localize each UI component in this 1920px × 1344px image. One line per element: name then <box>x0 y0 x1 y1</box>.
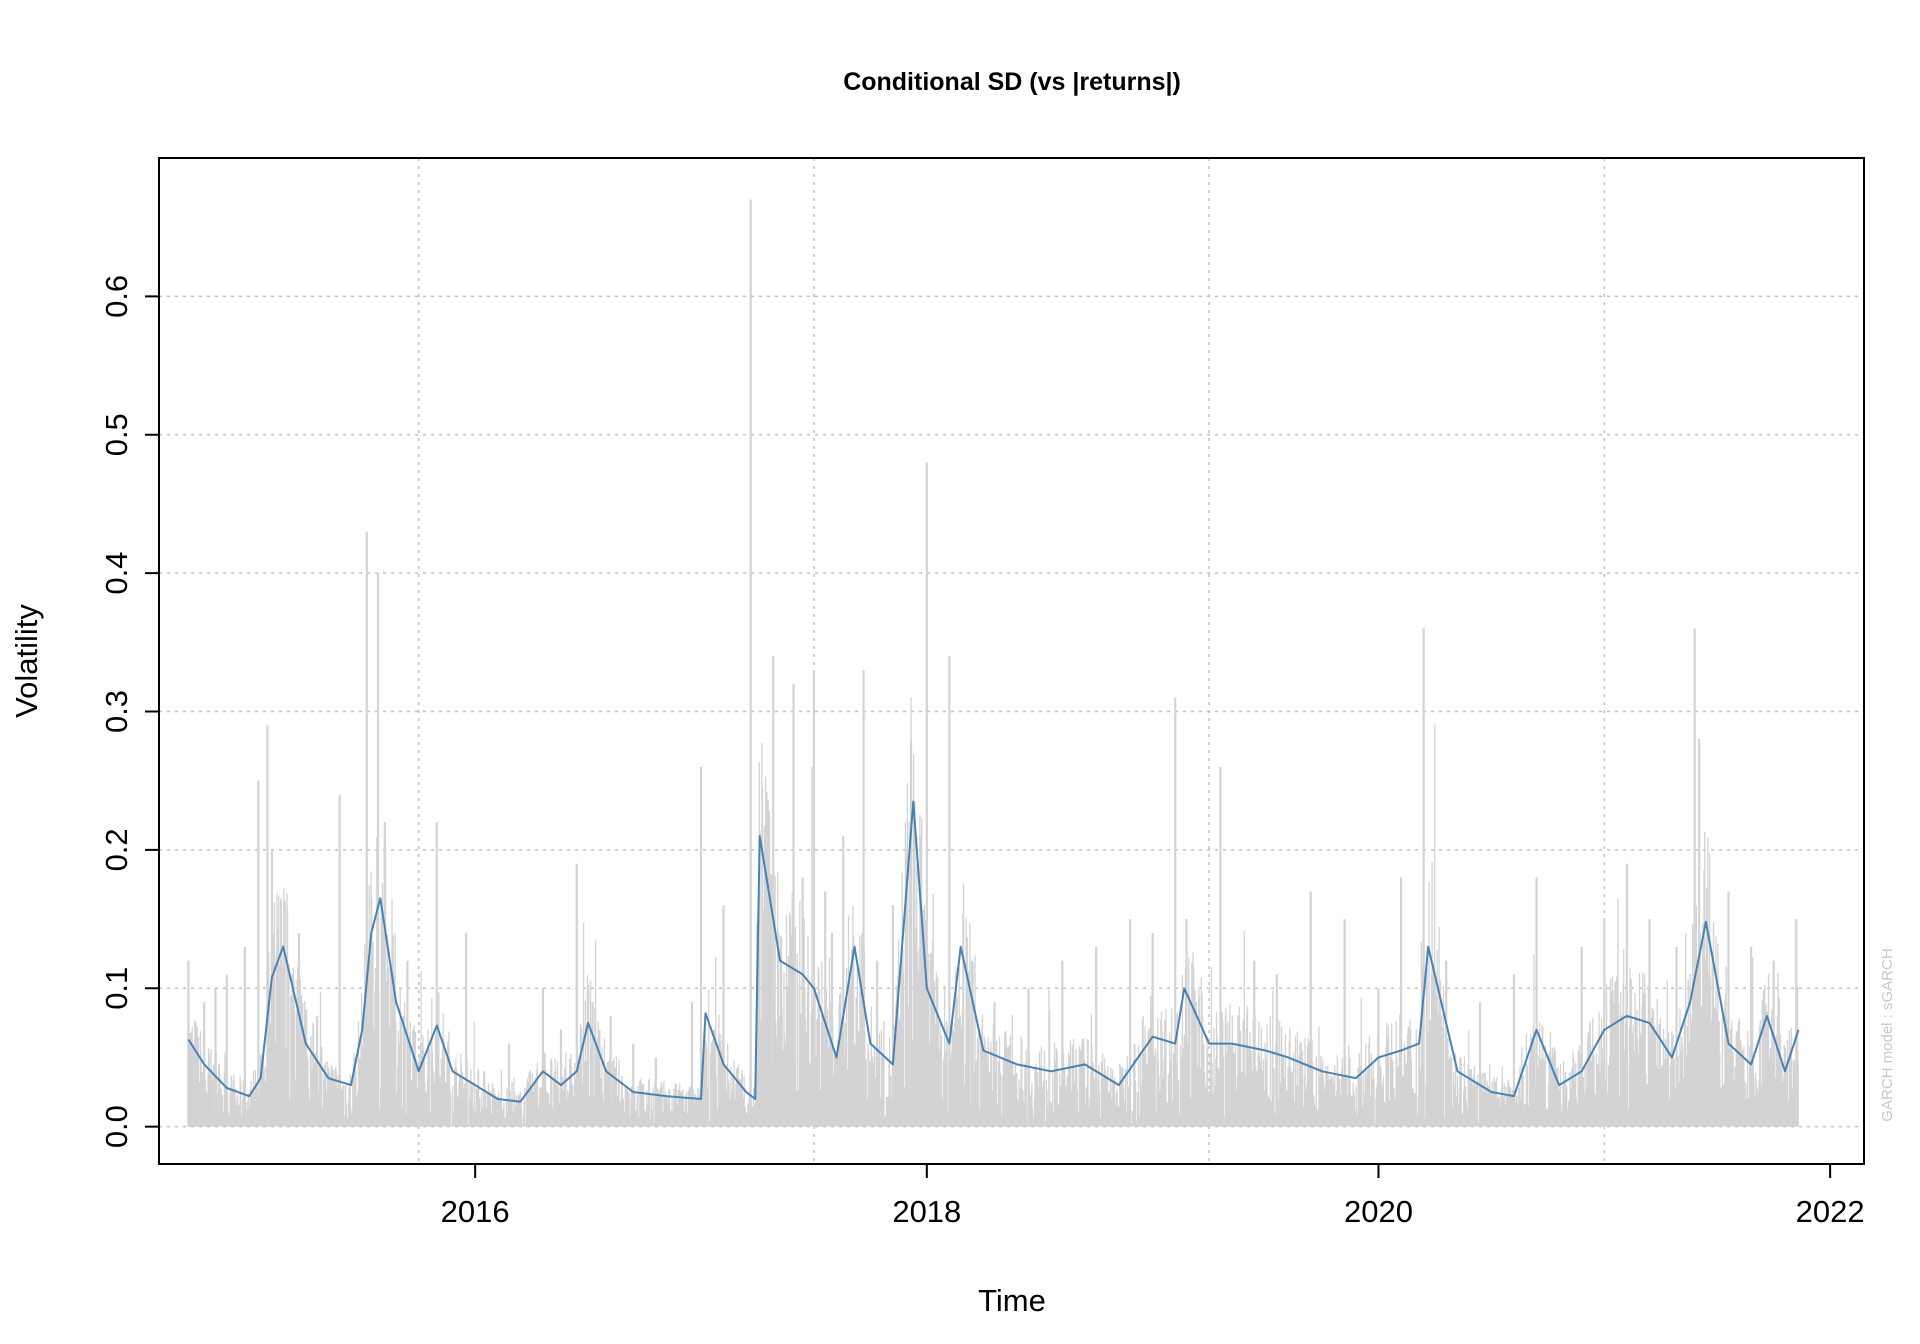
abs-returns-noise <box>188 697 1799 1127</box>
x-tick-label: 2022 <box>1796 1194 1865 1229</box>
y-axis-title: Volatility <box>9 604 44 718</box>
abs-returns-series <box>187 199 1799 1127</box>
x-tick-label: 2020 <box>1344 1194 1413 1229</box>
chart-title: Conditional SD (vs |returns|) <box>843 68 1181 96</box>
x-axis-title: Time <box>978 1283 1046 1318</box>
y-tick-label: 0.0 <box>99 1105 134 1148</box>
y-tick-label: 0.2 <box>99 828 134 871</box>
conditional-sd-series <box>187 800 1800 1103</box>
x-tick-label: 2016 <box>441 1194 510 1229</box>
conditional-sd-line <box>187 800 1800 1103</box>
grid-lines <box>159 158 1864 1164</box>
y-axis: 0.0 0.1 0.2 0.3 0.4 0.5 0.6 <box>99 275 159 1148</box>
x-axis: 2016 2018 2020 2022 <box>441 1163 1865 1229</box>
y-tick-label: 0.3 <box>99 690 134 733</box>
y-tick-label: 0.6 <box>99 275 134 318</box>
y-tick-label: 0.1 <box>99 967 134 1010</box>
y-tick-label: 0.4 <box>99 552 134 595</box>
model-note: GARCH model : sGARCH <box>1879 948 1896 1121</box>
y-tick-label: 0.5 <box>99 413 134 456</box>
plot-frame <box>158 157 1865 1165</box>
x-tick-label: 2018 <box>892 1194 961 1229</box>
